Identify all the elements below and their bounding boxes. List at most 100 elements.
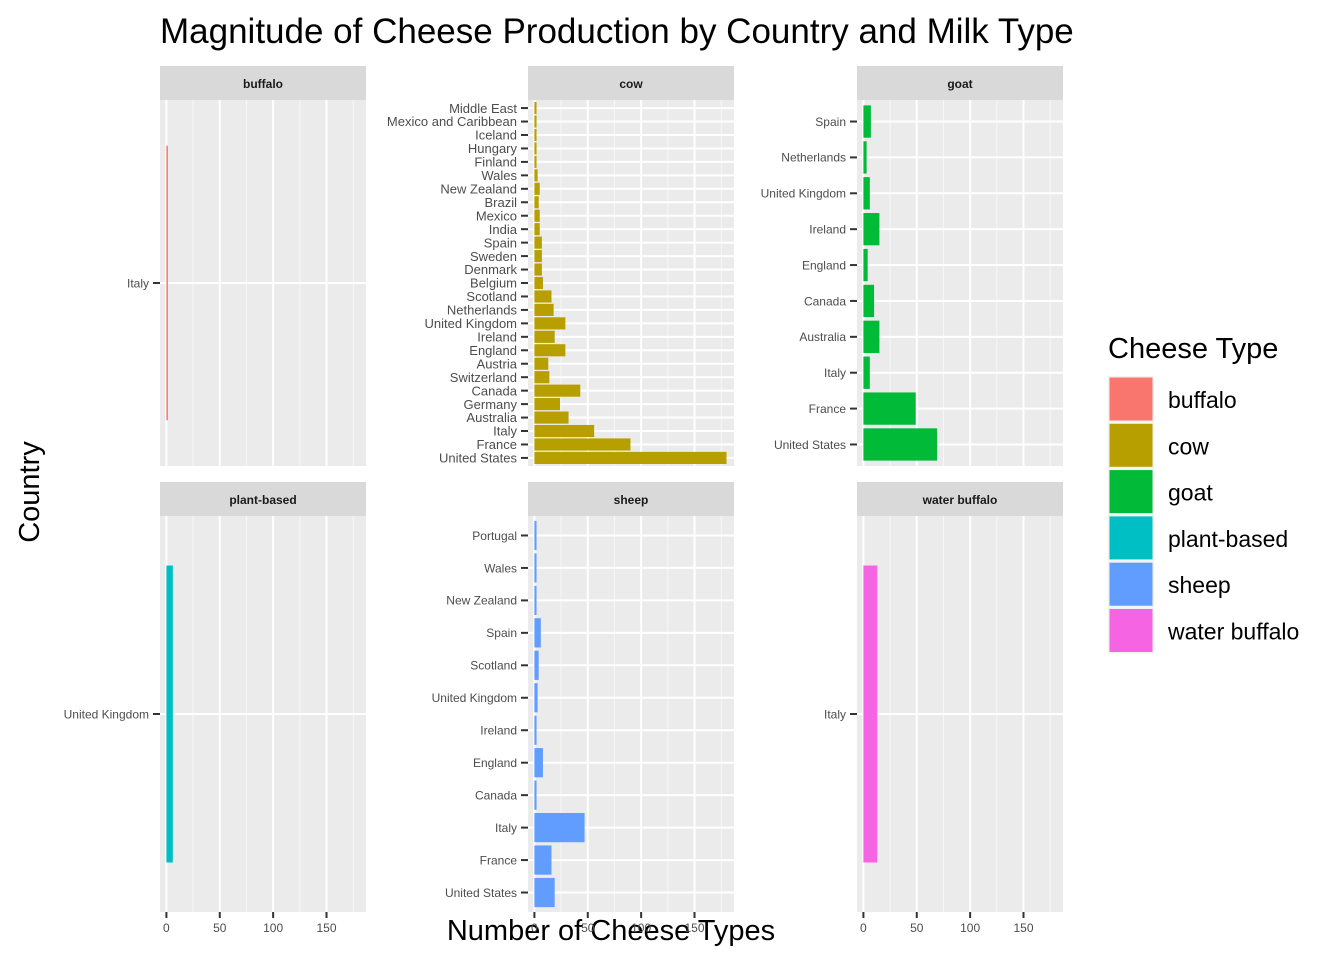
x-tick-label: 150: [1013, 921, 1033, 935]
bar: [863, 284, 875, 318]
bar: [534, 276, 543, 290]
x-tick-label: 50: [213, 921, 227, 935]
bar: [863, 105, 871, 138]
facet-sheep: sheep United States France Italy Canada Engla…: [432, 482, 734, 935]
legend-item-cow: cow: [1108, 422, 1209, 469]
y-tick-label: England: [469, 343, 517, 358]
legend: buffalo cow goat plant-based sheep water buff…: [1108, 376, 1299, 654]
bar: [534, 384, 581, 397]
facet-strip: [857, 482, 1063, 516]
bar: [534, 223, 540, 236]
bar: [863, 565, 878, 863]
x-tick-label: 100: [631, 921, 651, 935]
y-tick-label: Scotland: [466, 289, 517, 304]
y-tick-label: New Zealand: [440, 181, 517, 196]
bar: [534, 424, 595, 438]
y-tick-label: Belgium: [470, 276, 517, 291]
bar: [534, 155, 537, 168]
y-tick-label: Canada: [475, 788, 517, 802]
bar: [534, 877, 555, 908]
legend-item-goat: goat: [1108, 468, 1213, 515]
chart-title: Magnitude of Cheese Production by Countr…: [160, 12, 1074, 51]
x-tick-label: 100: [263, 921, 283, 935]
bar: [534, 520, 537, 551]
legend-label: goat: [1168, 480, 1213, 506]
y-tick-label: Brazil: [484, 195, 517, 210]
x-tick-label: 100: [960, 921, 980, 935]
bar: [534, 236, 542, 249]
facet-strip: [528, 482, 734, 516]
y-tick-label: United Kingdom: [425, 316, 518, 331]
bar: [534, 451, 727, 464]
bar: [534, 398, 561, 411]
bar: [534, 142, 537, 155]
bar: [534, 357, 549, 370]
legend-label: buffalo: [1168, 387, 1237, 413]
bar: [534, 102, 537, 115]
y-tick-label: Ireland: [477, 330, 517, 345]
bar: [534, 585, 537, 615]
bar: [534, 748, 543, 778]
x-tick-label: 50: [910, 921, 924, 935]
facet-strip: [160, 482, 366, 516]
x-axis-label: Number of Cheese Types: [447, 915, 775, 947]
bar: [534, 683, 538, 713]
bar: [534, 845, 552, 875]
bar: [863, 356, 870, 389]
bar: [534, 209, 540, 222]
y-axis-label: Country: [14, 441, 46, 543]
y-tick-label: United Kingdom: [64, 707, 149, 721]
y-tick-label: India: [489, 222, 518, 237]
bar: [534, 169, 538, 182]
facet-water-buffalo: water buffalo Italy 0 50 100 150: [824, 482, 1063, 935]
facet-cow: cow United StatesFranceItalyAustraliaGerm…: [387, 66, 734, 466]
x-tick-label: 0: [163, 921, 170, 935]
legend-item-plant-based: plant-based: [1108, 514, 1288, 561]
bar: [534, 182, 540, 195]
y-tick-label: New Zealand: [446, 594, 517, 608]
y-tick-label: Spain: [486, 626, 517, 640]
bar: [534, 290, 552, 303]
bar: [534, 715, 537, 745]
bar: [863, 392, 916, 425]
bar: [534, 330, 555, 343]
y-tick-label: France: [809, 402, 847, 416]
legend-swatch: [1109, 609, 1153, 652]
y-tick-label: Sweden: [470, 249, 517, 264]
y-tick-label: United States: [439, 451, 518, 466]
y-tick-label: Italy: [824, 707, 846, 721]
y-tick-label: Wales: [481, 168, 517, 183]
y-tick-label: Spain: [484, 235, 517, 250]
bar: [166, 145, 168, 421]
y-tick-label: Mexico and Caribbean: [387, 114, 517, 129]
y-tick-label: Canada: [804, 294, 846, 308]
bar: [534, 303, 554, 316]
bar: [534, 344, 566, 357]
bar: [534, 196, 539, 209]
y-tick-label: Netherlands: [781, 151, 846, 165]
legend-swatch: [1109, 562, 1153, 606]
bar: [534, 813, 585, 843]
y-tick-label: Canada: [471, 383, 517, 398]
y-tick-label: United States: [774, 438, 846, 452]
y-tick-label: United Kingdom: [432, 691, 517, 705]
facet-strip-label: water buffalo: [922, 493, 998, 507]
y-tick-label: Australia: [799, 330, 846, 344]
y-tick-label: Finland: [474, 155, 517, 170]
facet-plant-based: plant-based United Kingdom 0 50 100 150: [64, 482, 366, 935]
bar: [534, 263, 542, 276]
bar: [534, 553, 537, 583]
y-tick-label: Ireland: [480, 724, 517, 738]
facet-strip: [857, 66, 1063, 100]
bar: [534, 371, 550, 384]
y-tick-label: Italy: [493, 424, 517, 439]
legend-item-buffalo: buffalo: [1108, 376, 1237, 422]
facet-buffalo: buffalo Italy: [127, 66, 366, 466]
facet-strip: [528, 66, 734, 100]
bar: [863, 213, 880, 246]
y-tick-label: Germany: [464, 397, 518, 412]
y-tick-label: Hungary: [468, 141, 518, 156]
legend-label: cow: [1168, 433, 1209, 459]
x-tick-label: 0: [531, 921, 538, 935]
